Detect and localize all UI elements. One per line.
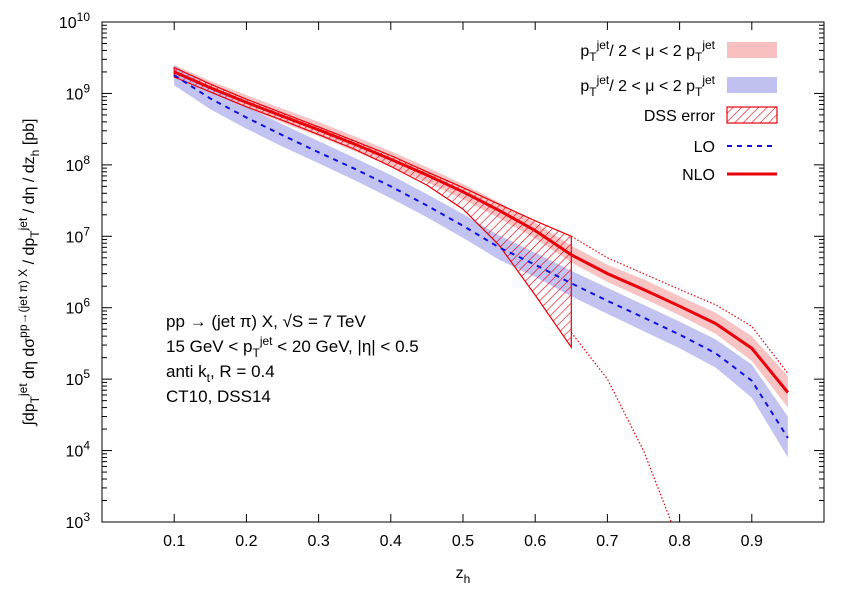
dss-error-extension-lower (570, 332, 672, 522)
y-tick-label: 105 (66, 367, 91, 389)
y-tick-label: 103 (66, 510, 91, 532)
x-tick-label: 0.4 (380, 533, 402, 550)
legend-label: DSS error (644, 108, 716, 125)
annotations: pp → (jet π) X, √S = 7 TeV 15 GeV < pTjet… (166, 312, 419, 406)
dss-error-extension-upper (570, 235, 789, 374)
lines-layer (173, 70, 790, 522)
axis-labels: zh ∫dpTjet dη dσpp→(jet π) X / dpTjet / d… (16, 118, 470, 586)
axes-layer: 0.1 0.2 0.3 0.4 0.5 0.6 0.7 0.8 0.9 103 104 105 106 1… (59, 10, 824, 550)
x-tick-label: 0.5 (452, 533, 474, 550)
legend-label: LO (694, 139, 715, 156)
annotation-line: 15 GeV < pTjet < 20 GeV, |η| < 0.5 (166, 334, 419, 360)
band-lo-scale-band (174, 65, 788, 458)
legend-label: pTjet/ 2 < μ < 2 pTjet (580, 73, 715, 99)
x-tick-label: 0.1 (163, 533, 185, 550)
legend-swatch (727, 77, 777, 93)
y-axis-label: ∫dpTjet dη dσpp→(jet π) X / dpTjet / dη … (16, 118, 42, 426)
y-tick-label: 106 (66, 296, 91, 318)
x-tick-label: 0.9 (741, 533, 763, 550)
y-tick-label: 108 (66, 153, 91, 175)
x-tick-label: 0.3 (307, 533, 329, 550)
y-tick-label: 107 (66, 224, 91, 246)
legend-label: NLO (682, 167, 715, 184)
legend-label: pTjet/ 2 < μ < 2 pTjet (580, 38, 715, 64)
x-tick-label: 0.8 (668, 533, 690, 550)
y-tick-label: 104 (66, 439, 91, 461)
y-tick-label: 1010 (59, 10, 90, 32)
annotation-line: CT10, DSS14 (166, 387, 271, 406)
legend-swatch (727, 42, 777, 58)
nlo-line (173, 70, 790, 394)
annotation-line: pp → (jet π) X, √S = 7 TeV (166, 312, 366, 331)
x-axis-label: zh (456, 565, 471, 586)
x-tick-label: 0.2 (235, 533, 257, 550)
x-tick-label: 0.6 (524, 533, 546, 550)
annotation-line: anti kt, R = 0.4 (166, 362, 275, 385)
x-tick-label: 0.7 (596, 533, 618, 550)
legend-swatch (726, 106, 778, 124)
legend: pTjet/ 2 < μ < 2 pTjet pTjet/ 2 < μ < 2 p… (580, 38, 778, 184)
y-tick-label: 109 (66, 81, 91, 103)
